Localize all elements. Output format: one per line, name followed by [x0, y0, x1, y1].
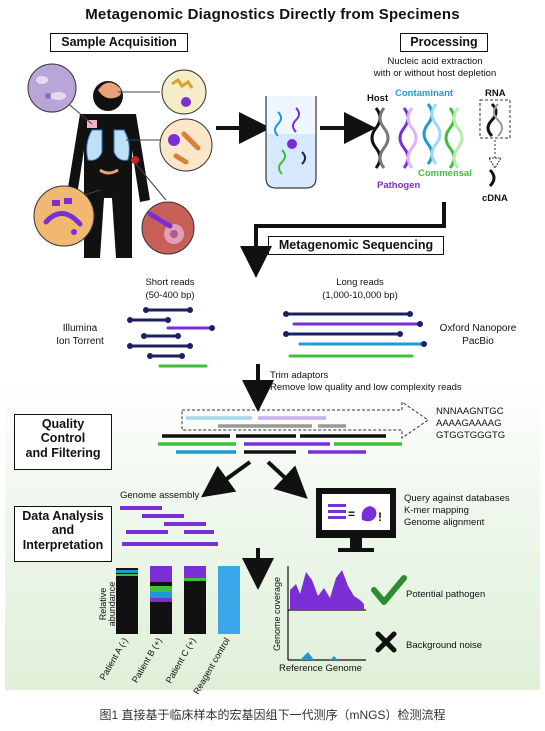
label-contaminant: Contaminant	[395, 88, 454, 99]
long-platform-1: Oxford Nanopore	[439, 323, 517, 334]
computer-monitor-icon: = !	[316, 488, 396, 552]
short-reads-label-2: (50-400 bp)	[145, 290, 195, 301]
long-platform-2: PacBio	[462, 336, 494, 347]
da-line-2: and	[51, 523, 75, 538]
query-line-3: Genome alignment	[404, 517, 485, 528]
sample-circle-stool	[27, 63, 77, 113]
qc-seq-1: NNNAAGNTGC	[436, 406, 504, 417]
processing-desc-1: Nucleic acid extraction	[387, 56, 483, 67]
qc-reads	[158, 416, 402, 454]
sample-label-a: Patient A (-)	[98, 636, 130, 682]
data-analysis-box: Data Analysis and Interpretation	[14, 506, 112, 562]
lungs-icon	[86, 129, 130, 161]
coverage-plots	[287, 566, 366, 661]
label-host: Host	[367, 93, 389, 104]
sample-circle-csf	[161, 69, 207, 115]
sample-label-c: Patient C (+)	[164, 636, 198, 685]
sample-circle-respiratory	[159, 118, 213, 172]
long-reads	[284, 312, 426, 358]
qc-line-1: Quality	[41, 417, 85, 431]
label-commensal: Commensal	[418, 168, 472, 179]
processing-desc-2: with or without host depletion	[373, 68, 497, 79]
genome-assembly-reads	[120, 506, 218, 546]
qc-seq-2: AAAAGAAAAG	[436, 418, 502, 429]
query-line-1: Query against databases	[404, 493, 510, 504]
processing-box: Processing	[400, 33, 488, 52]
long-reads-label-2: (1,000-10,000 bp)	[322, 290, 398, 301]
short-platform-1: Illumina	[62, 323, 98, 334]
long-reads-label-1: Long reads	[336, 277, 384, 288]
abundance-bar-chart	[116, 566, 240, 634]
figure-caption: 图1 直接基于临床样本的宏基因组下一代测序（mNGS）检测流程	[99, 708, 446, 722]
label-cdna: cDNA	[482, 193, 508, 204]
check-icon	[371, 575, 407, 605]
sample-circle-blood	[141, 201, 195, 255]
bar-ylabel-1: Relative	[98, 588, 108, 621]
quality-control-box: Quality Control and Filtering	[14, 414, 112, 470]
da-line-1: Data Analysis	[22, 509, 104, 523]
qc-seq-3: GTGGTGGGTG	[436, 430, 506, 441]
coverage-ylabel: Genome coverage	[272, 577, 282, 651]
label-pathogen: Pathogen	[377, 180, 421, 191]
query-line-2: K-mer mapping	[404, 505, 469, 516]
brain-icon	[98, 82, 122, 99]
genome-assembly-label: Genome assembly	[120, 490, 200, 501]
svg-text:=: =	[348, 507, 355, 521]
sample-label-reagent: Reagent control	[191, 636, 231, 696]
diagram-title: Metagenomic Diagnostics Directly from Sp…	[85, 6, 460, 23]
qc-step-1: Trim adaptors	[270, 370, 329, 381]
qc-step-2: Remove low quality and low complexity re…	[270, 382, 462, 393]
potential-pathogen-label: Potential pathogen	[406, 589, 486, 600]
x-icon	[375, 631, 397, 653]
short-reads	[128, 308, 214, 368]
bar-ylabel-2: abundance	[107, 582, 117, 627]
qc-line-3: and Filtering	[25, 445, 101, 460]
reference-genome-label: Reference Genome	[279, 663, 362, 674]
short-platform-2: Ion Torrent	[56, 336, 104, 347]
dna-strands	[370, 103, 464, 169]
label-rna: RNA	[485, 88, 506, 99]
short-reads-label-1: Short reads	[145, 277, 195, 288]
sample-label-b: Patient B (+)	[130, 636, 164, 685]
da-line-3: Interpretation	[22, 537, 104, 552]
sequencing-box: Metagenomic Sequencing	[268, 236, 444, 255]
background-noise-label: Background noise	[406, 640, 483, 651]
svg-text:!: !	[378, 510, 382, 524]
sample-acquisition-box: Sample Acquisition	[50, 33, 188, 52]
sample-tube	[265, 96, 317, 189]
qc-line-2: Control	[40, 431, 86, 446]
sample-circle-tissue	[33, 185, 95, 247]
